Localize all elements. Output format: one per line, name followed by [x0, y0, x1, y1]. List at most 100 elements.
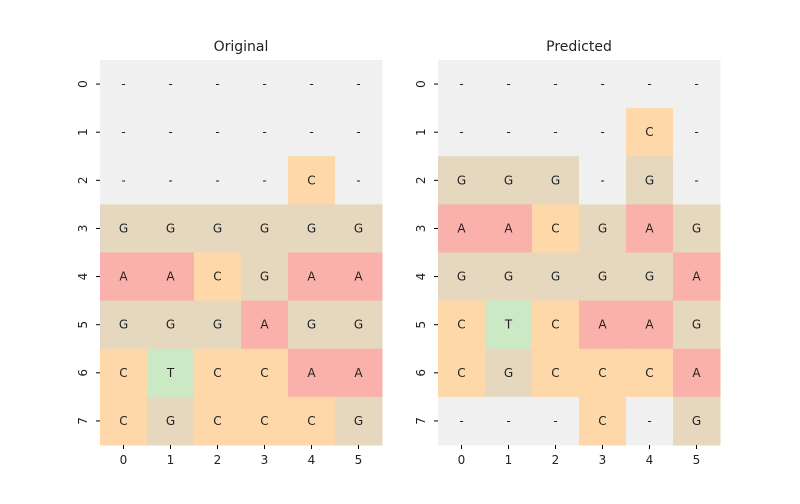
heatmap-cell: [194, 204, 242, 253]
heatmap-cell: [532, 252, 580, 302]
heatmap-cell: [485, 252, 533, 302]
heatmap-cell: [194, 156, 242, 205]
heatmap-cell: [626, 108, 674, 157]
heatmap-cell: [532, 396, 580, 446]
cell-label: -: [694, 77, 698, 91]
heatmap-panel-0: - - - - - - - - - - - - - - - - C - G G G G G G A A C G A A G G G A G G C T C C…: [76, 39, 383, 467]
heatmap-cell: [485, 60, 533, 109]
cell-label: G: [166, 221, 175, 235]
cell-label: -: [459, 77, 463, 91]
heatmap-cell: [438, 300, 486, 350]
cell-label: G: [598, 270, 607, 284]
heatmap-cell: [100, 108, 148, 157]
cell-label: G: [213, 221, 222, 235]
heatmap-cell: [579, 348, 627, 398]
cell-label: -: [694, 173, 698, 187]
heatmap-cell: [241, 300, 289, 350]
y-tick-label: 1: [414, 128, 428, 136]
cell-label: -: [506, 414, 510, 428]
heatmap-cell: [241, 252, 289, 302]
cell-label: -: [356, 125, 360, 139]
heatmap-cell: [673, 252, 721, 302]
heatmap-cell: [288, 108, 336, 157]
cell-label: -: [600, 125, 604, 139]
x-tick-label: 5: [693, 453, 701, 467]
heatmap-cell: [241, 204, 289, 253]
cell-label: -: [309, 77, 313, 91]
cell-label: -: [262, 77, 266, 91]
cell-label: C: [645, 125, 653, 139]
cell-label: C: [551, 318, 559, 332]
cell-label: -: [262, 173, 266, 187]
heatmap-cell: [100, 204, 148, 253]
cell-label: G: [645, 173, 654, 187]
heatmap-cell: [147, 60, 195, 109]
cell-label: -: [121, 173, 125, 187]
y-tick-label: 4: [76, 273, 90, 281]
cell-label: C: [213, 366, 221, 380]
y-tick-label: 5: [414, 321, 428, 329]
heatmap-cell: [100, 156, 148, 205]
cell-label: G: [260, 270, 269, 284]
heatmap-cell: [673, 204, 721, 253]
cell-label: G: [457, 173, 466, 187]
y-tick-label: 6: [414, 369, 428, 377]
x-tick-label: 0: [120, 453, 128, 467]
cell-label: C: [119, 366, 127, 380]
cell-label: A: [645, 221, 654, 235]
y-tick-label: 0: [414, 80, 428, 88]
cell-label: -: [459, 125, 463, 139]
heatmap-cell: [147, 252, 195, 302]
heatmap-cell: [194, 60, 242, 109]
heatmap-cell: [147, 348, 195, 398]
heatmap-cell: [288, 252, 336, 302]
heatmap-cell: [194, 300, 242, 350]
cell-label: A: [166, 270, 175, 284]
heatmap-cell: [288, 204, 336, 253]
heatmap-cell: [673, 348, 721, 398]
cell-label: C: [551, 366, 559, 380]
heatmap-cell: [288, 60, 336, 109]
cell-label: -: [215, 77, 219, 91]
heatmap-cell: [288, 156, 336, 205]
cell-label: A: [504, 221, 513, 235]
heatmap-cell: [626, 348, 674, 398]
cell-label: -: [553, 414, 557, 428]
heatmap-cell: [335, 156, 383, 205]
cell-label: G: [598, 221, 607, 235]
cell-label: G: [504, 366, 513, 380]
heatmap-cell: [532, 108, 580, 157]
heatmap-cell: [335, 60, 383, 109]
cell-label: A: [260, 318, 269, 332]
heatmap-cell: [335, 396, 383, 446]
cell-label: G: [166, 318, 175, 332]
heatmap-cell: [626, 204, 674, 253]
heatmap-cell: [335, 204, 383, 253]
cell-label: G: [645, 270, 654, 284]
heatmap-cell: [288, 300, 336, 350]
chart-title: Original: [214, 39, 269, 55]
cell-label: G: [307, 318, 316, 332]
cell-label: -: [168, 125, 172, 139]
cell-label: G: [354, 318, 363, 332]
heatmap-cell: [673, 300, 721, 350]
y-tick-label: 0: [76, 80, 90, 88]
x-tick-label: 3: [261, 453, 269, 467]
heatmap-cell: [626, 156, 674, 205]
heatmap-cell: [673, 396, 721, 446]
heatmap-cell: [438, 156, 486, 205]
cell-label: G: [551, 270, 560, 284]
heatmap-cell: [335, 348, 383, 398]
heatmap-panel-1: - - - - - - - - - - C - G G G - G - A A C G A G G G G G G A C T C A A G C G C C…: [414, 39, 721, 467]
cell-label: C: [213, 414, 221, 428]
heatmap-cell: [485, 396, 533, 446]
heatmap-cell: [147, 108, 195, 157]
heatmap-cell: [241, 108, 289, 157]
cell-label: -: [121, 125, 125, 139]
heatmap-cell: [100, 60, 148, 109]
heatmap-cell: [147, 204, 195, 253]
cell-label: C: [457, 318, 465, 332]
y-tick-label: 7: [414, 417, 428, 425]
